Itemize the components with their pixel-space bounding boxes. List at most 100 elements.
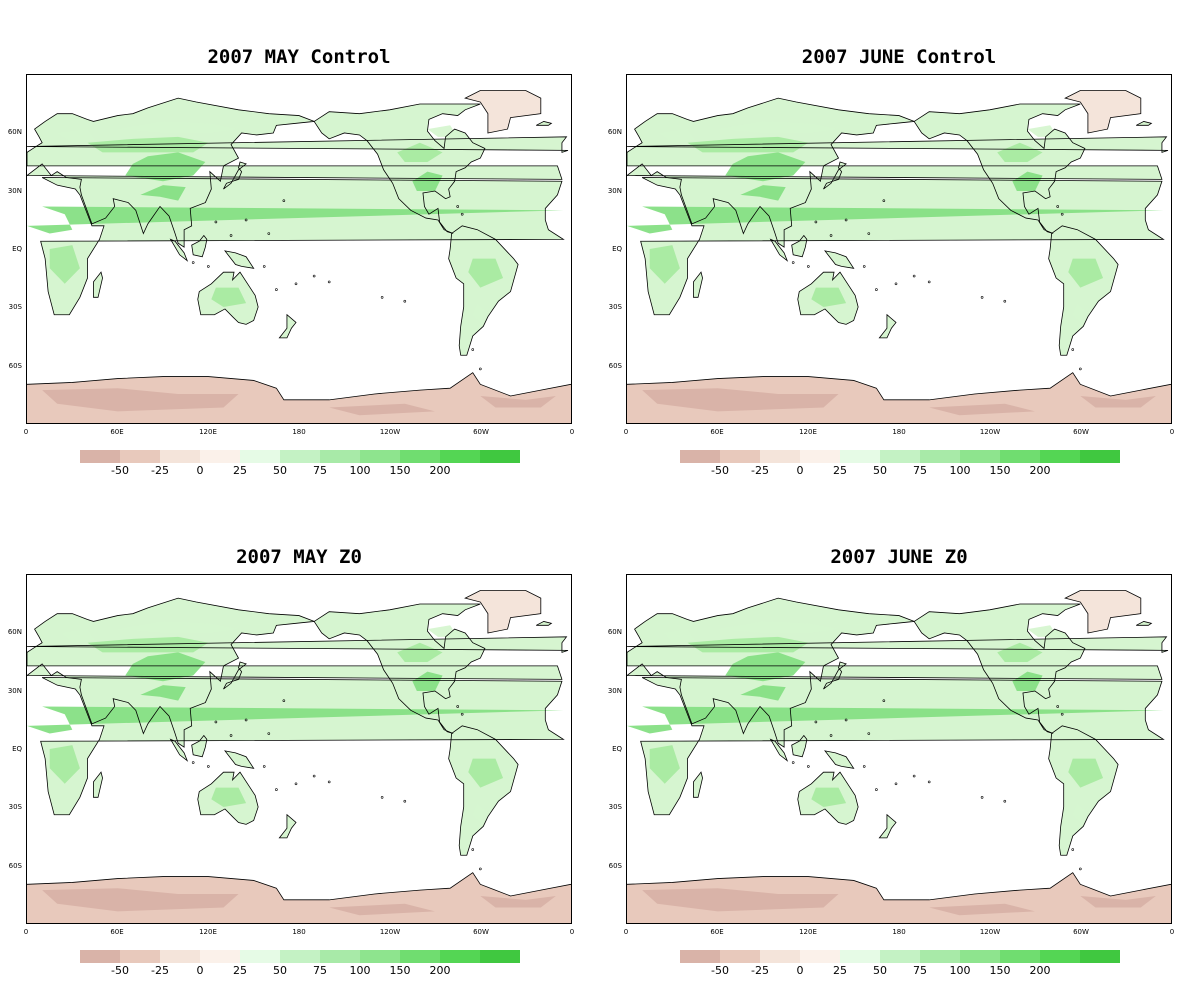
shading-patch	[664, 629, 696, 643]
shading-patch	[1068, 758, 1104, 788]
latitude-label: EQ	[612, 245, 622, 253]
colorbar-swatch	[480, 950, 520, 963]
colorbar-label: 200	[1029, 464, 1051, 477]
island	[1079, 367, 1082, 371]
island	[460, 712, 464, 716]
land-samerica	[448, 725, 519, 856]
coastline-sumatra	[769, 238, 789, 262]
latitude-label: 30S	[608, 803, 622, 811]
island	[1003, 799, 1007, 803]
latitude-label: 60N	[7, 128, 22, 136]
island	[294, 282, 298, 286]
island	[1060, 212, 1064, 216]
shading-patch	[811, 287, 847, 307]
island	[912, 774, 916, 778]
land-antarctica	[27, 872, 571, 923]
colorbar-swatch	[760, 450, 800, 463]
land-greenland	[464, 90, 542, 134]
island	[262, 265, 266, 268]
map-panel: 2007 MAY Control 60N 30N EQ 30S 60S 0 60E 120E 18…	[0, 0, 590, 477]
land-sumatra	[770, 739, 788, 761]
colorbar-label: 100	[349, 964, 371, 977]
map-area	[26, 574, 572, 924]
island	[456, 205, 460, 208]
colorbar-swatch	[720, 450, 760, 463]
colorbar-label: 25	[833, 464, 847, 477]
colorbar-swatch	[480, 450, 520, 463]
island	[191, 261, 195, 264]
shading-patch	[397, 142, 443, 162]
coastline-eurasia	[27, 97, 563, 248]
island	[814, 720, 818, 724]
shading-patch	[140, 685, 186, 701]
island	[927, 780, 931, 784]
colorbar-swatch	[280, 450, 320, 463]
map-panel: 2007 JUNE Control 60N 30N EQ 30S 60S 0 60E 120E 1…	[600, 0, 1190, 477]
shading-patch	[1072, 803, 1085, 823]
coastline-newguinea	[824, 250, 855, 269]
shading-patch	[140, 185, 186, 201]
colorbar-label: 0	[796, 464, 804, 477]
coastline-britain	[627, 636, 1169, 653]
latitude-label: 30N	[7, 687, 22, 695]
island	[867, 232, 871, 235]
coastline-iceland	[1136, 621, 1153, 626]
land-eurasia	[627, 98, 1162, 248]
island	[471, 848, 475, 851]
island	[214, 220, 218, 224]
shading-patch	[27, 706, 564, 734]
longitude-label: 60W	[473, 428, 489, 436]
island	[1060, 712, 1064, 716]
coastline-africa	[40, 677, 565, 816]
longitude-label: 0	[569, 428, 575, 436]
land-namerica	[914, 604, 1085, 734]
coastline-newguinea	[824, 750, 855, 769]
world-map	[627, 590, 1171, 923]
coastline-borneo	[791, 234, 808, 258]
latitude-label: EQ	[612, 745, 622, 753]
coastline-iceland	[536, 621, 553, 626]
shading-patch	[117, 621, 239, 633]
shading-patch	[211, 287, 247, 307]
shading-patch	[1012, 671, 1043, 692]
colorbar-swatch	[920, 950, 960, 963]
coastline-newzealand	[278, 813, 297, 839]
colorbar-swatch	[720, 950, 760, 963]
coastline-eurasia	[27, 597, 563, 748]
island	[191, 761, 195, 764]
shading-patch	[1080, 895, 1156, 908]
shading-patch	[49, 745, 80, 784]
world-map	[627, 90, 1171, 423]
longitude-label: 0	[1169, 428, 1175, 436]
latitude-label: 30N	[7, 187, 22, 195]
panel-title: 2007 MAY Control	[207, 46, 391, 68]
shading-patch	[61, 629, 96, 643]
colorbar-label: 0	[796, 964, 804, 977]
island	[875, 788, 878, 791]
island	[403, 799, 407, 803]
coastline-madagascar	[93, 271, 103, 298]
longitude-label: 60W	[1073, 928, 1089, 936]
shading-patch	[1068, 258, 1104, 288]
coastline-newguinea	[224, 250, 255, 269]
coastline-samerica	[448, 725, 519, 856]
land-sumatra	[770, 239, 788, 261]
colorbar-swatch	[440, 450, 480, 463]
land-eurasia	[27, 598, 562, 748]
colorbar-label: -50	[111, 464, 129, 477]
colorbar-swatch	[360, 450, 400, 463]
latitude-label: 30S	[608, 303, 622, 311]
island	[791, 261, 795, 264]
island	[262, 765, 266, 768]
latitude-label: 30N	[607, 187, 622, 195]
island	[791, 761, 795, 764]
colorbar-swatch	[960, 450, 1000, 463]
longitude-label: 180	[292, 428, 306, 436]
island	[471, 348, 475, 351]
colorbar-swatch	[1000, 950, 1040, 963]
land-antarctica	[27, 372, 571, 423]
colorbar-swatch	[1080, 950, 1120, 963]
land-madagascar	[693, 272, 703, 298]
coastline-borneo	[191, 234, 208, 258]
coastline-sumatra	[169, 738, 189, 762]
